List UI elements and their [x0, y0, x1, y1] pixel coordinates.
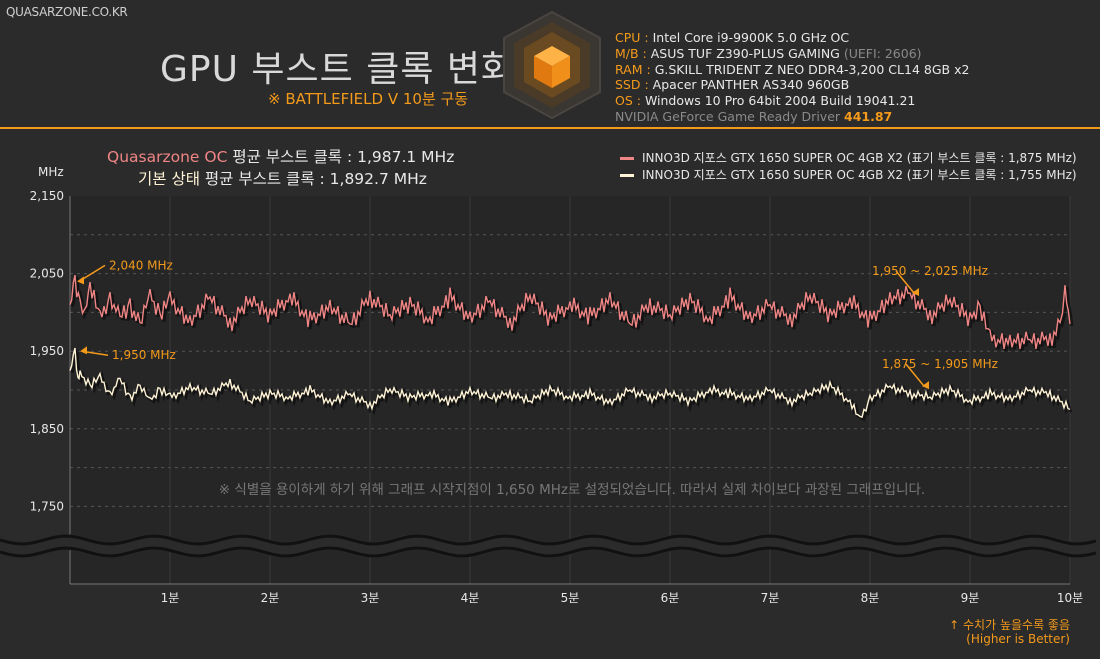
spec-value: G.SKILL TRIDENT Z NEO DDR4-3,200 CL14 8G…: [654, 61, 970, 77]
y-tick-label: 1,950: [30, 344, 64, 358]
spec-key: RAM: [615, 61, 643, 77]
series-line-stock: [69, 347, 1071, 419]
chart-note: ※ 식별을 용이하게 하기 위해 그래프 시작지점이 1,650 MHz로 설정…: [219, 482, 925, 498]
page-subtitle: ※ BATTLEFIELD V 10분 구동: [268, 90, 469, 108]
spec-key: M/B: [615, 45, 639, 61]
y-tick-label: 1,850: [30, 422, 64, 436]
axis-break-band: [0, 533, 1098, 559]
driver-row: NVIDIA GeForce Game Ready Driver 441.87: [615, 109, 969, 125]
annotation-label: 1,950 MHz: [112, 348, 176, 362]
annotation-label: 1,875 ~ 1,905 MHz: [882, 357, 998, 371]
x-tick-label: 9분: [961, 591, 980, 605]
spec-row: CPU : Intel Core i9-9900K 5.0 GHz OC: [615, 30, 850, 45]
spec-key: CPU: [615, 30, 641, 45]
spec-key: SSD: [615, 77, 641, 93]
site-label: QUASARZONE.CO.KR: [6, 5, 128, 19]
x-tick-label: 5분: [561, 591, 580, 605]
annotation-arrow: [895, 270, 915, 294]
spec-row: OS : Windows 10 Pro 64bit 2004 Build 190…: [615, 93, 916, 109]
legend-swatch-stock: [620, 174, 634, 177]
legend-swatch-oc: [620, 157, 634, 160]
legend-label-oc: INNO3D 지포스 GTX 1650 SUPER OC 4GB X2 (표기 …: [642, 151, 1077, 165]
axis-break-line-top: [0, 534, 1097, 546]
annotation-arrowhead: [912, 288, 919, 296]
average-oc-text: 평균 부스트 클록 : 1,987.1 MHz: [232, 148, 455, 166]
average-oc-name: Quasarzone OC: [107, 148, 228, 166]
annotation-arrowhead: [80, 346, 87, 355]
better-line-2: (Higher is Better): [966, 632, 1070, 646]
y-tick-label: 1,750: [30, 499, 64, 513]
spec-value: Intel Core i9-9900K 5.0 GHz OC: [652, 30, 850, 45]
average-stock-name: 기본 상태: [138, 170, 200, 188]
x-tick-label: 6분: [661, 591, 680, 605]
annotation-label: 1,950 ~ 2,025 MHz: [872, 264, 988, 278]
driver-label: NVIDIA GeForce Game Ready Driver: [615, 108, 841, 124]
spec-row: SSD : Apacer PANTHER AS340 960GB: [615, 77, 850, 93]
spec-row: RAM : G.SKILL TRIDENT Z NEO DDR4-3,200 C…: [615, 61, 970, 77]
driver-version: 441.87: [844, 108, 893, 124]
average-stock-text: 평균 부스트 클록 : 1,892.7 MHz: [204, 170, 427, 188]
annotation-arrow: [905, 363, 925, 387]
legend-label-stock: INNO3D 지포스 GTX 1650 SUPER OC 4GB X2 (표기 …: [642, 168, 1077, 182]
page-title: GPU 부스트 클록 변화: [160, 49, 516, 90]
x-tick-label: 7분: [761, 591, 780, 605]
header-divider: [0, 127, 1100, 129]
x-tick-label: 1분: [161, 591, 180, 605]
y-axis-unit: MHz: [38, 165, 64, 179]
average-stock: 기본 상태 평균 부스트 클록 : 1,892.7 MHz: [138, 167, 427, 189]
quasarzone-cube-logo: [503, 10, 601, 120]
spec-row: M/B : ASUS TUF Z390-PLUS GAMING (UEFI: 2…: [615, 45, 922, 61]
axis-break-line-bottom: [0, 546, 1097, 558]
boost-clock-chart: 1,750 1,850 1,950 2,050 2,150 1분 2분 3분 4분 5분 6분 7분 8…: [0, 189, 1098, 605]
y-tick-label: 2,050: [30, 267, 64, 281]
y-tick-label: 2,150: [30, 189, 64, 203]
chart-legend: INNO3D 지포스 GTX 1650 SUPER OC 4GB X2 (표기 …: [620, 150, 1077, 184]
average-oc: Quasarzone OC 평균 부스트 클록 : 1,987.1 MHz: [107, 145, 454, 167]
spec-value: Apacer PANTHER AS340 960GB: [652, 77, 850, 93]
spec-key: OS: [615, 93, 633, 109]
annotation-arrowhead: [77, 276, 84, 285]
x-tick-label: 8분: [861, 591, 880, 605]
spec-value: ASUS TUF Z390-PLUS GAMING: [650, 45, 840, 61]
series-line-oc: [69, 275, 1071, 350]
x-tick-label: 10분: [1057, 591, 1083, 605]
higher-is-better-note: ↑ 수치가 높을수록 좋음 (Higher is Better): [949, 618, 1070, 646]
legend-item-oc: INNO3D 지포스 GTX 1650 SUPER OC 4GB X2 (표기 …: [620, 150, 1077, 167]
spec-note: (UEFI: 2606): [843, 45, 922, 61]
x-tick-label: 4분: [461, 591, 480, 605]
legend-item-stock: INNO3D 지포스 GTX 1650 SUPER OC 4GB X2 (표기 …: [620, 167, 1077, 184]
system-specs: CPU : Intel Core i9-9900K 5.0 GHz OC M/B…: [615, 30, 969, 125]
x-tick-label: 3분: [361, 591, 380, 605]
spec-value: Windows 10 Pro 64bit 2004 Build 19041.21: [644, 93, 916, 109]
annotation-label: 2,040 MHz: [109, 258, 173, 272]
annotation-arrowhead: [922, 381, 929, 390]
x-tick-label: 2분: [261, 591, 280, 605]
better-line-1: ↑ 수치가 높을수록 좋음: [949, 618, 1070, 632]
